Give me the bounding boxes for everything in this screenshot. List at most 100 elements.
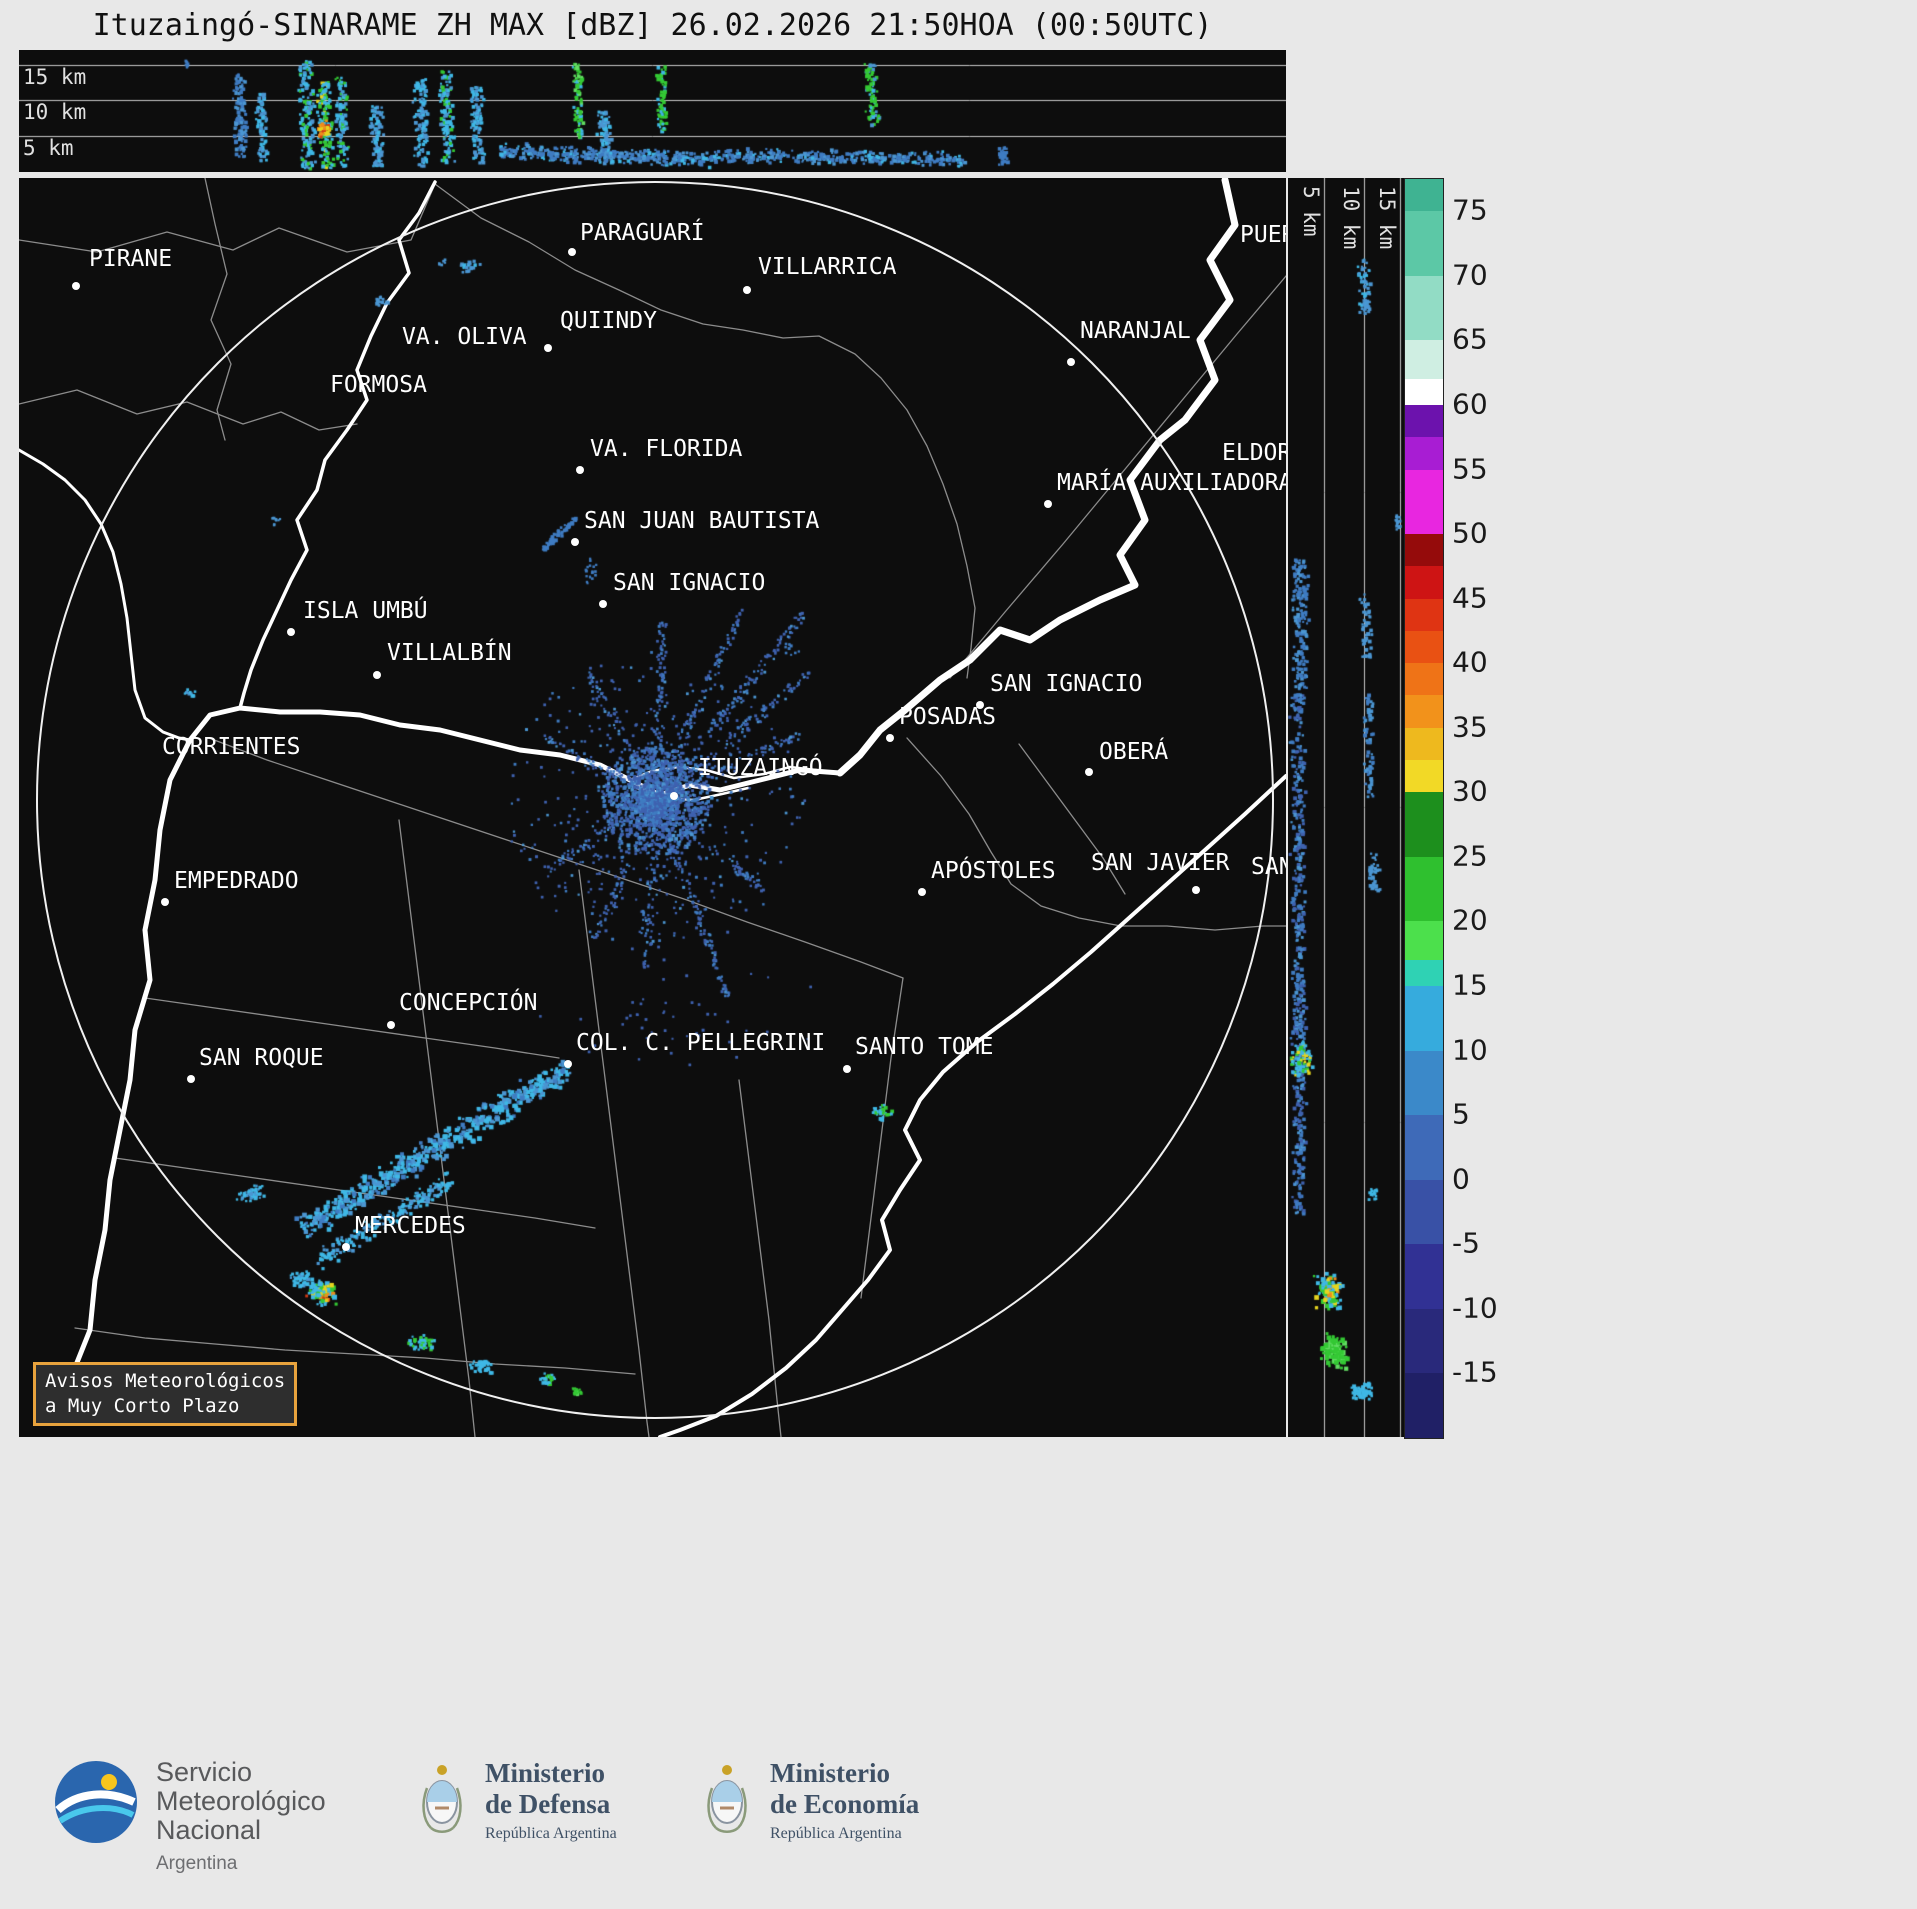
economia-line-1: Ministerio xyxy=(770,1758,890,1788)
city-dot xyxy=(544,344,552,352)
smn-logo xyxy=(55,1761,137,1843)
city-dot xyxy=(342,1243,350,1251)
alert-line-1: Avisos Meteorológicos xyxy=(45,1370,286,1392)
colorbar-tick: 10 xyxy=(1452,1033,1488,1067)
colorbar-tick: -10 xyxy=(1452,1291,1498,1325)
smn-line-3: Nacional xyxy=(156,1815,262,1845)
colorbar-segment xyxy=(1405,534,1443,567)
colorbar-segment xyxy=(1405,960,1443,986)
page-title: Ituzaingó-SINARAME ZH MAX [dBZ] 26.02.20… xyxy=(92,8,1213,43)
city-label: ISLA UMBÚ xyxy=(303,596,428,624)
city-label: VILLALBÍN xyxy=(387,638,512,666)
argentina-coat-of-arms-icon xyxy=(707,1765,747,1833)
altitude-label: 15 km xyxy=(23,65,86,89)
colorbar-segment xyxy=(1405,598,1443,631)
city-label: SAN IGNACIO xyxy=(990,671,1142,697)
colorbar-tick: 60 xyxy=(1452,387,1488,421)
radar-map: PIRANE PARAGUARÍ VILLARRICA QUIINDY VA. OLIV… xyxy=(19,178,1286,1437)
colorbar-tick: 25 xyxy=(1452,839,1488,873)
city-label: VA. OLIVA xyxy=(402,324,527,350)
city-dot xyxy=(670,792,678,800)
colorbar-tick: -5 xyxy=(1452,1226,1480,1260)
colorbar-segment xyxy=(1405,379,1443,405)
city-dot xyxy=(1085,768,1093,776)
colorbar-segment xyxy=(1405,695,1443,728)
colorbar-tick: -15 xyxy=(1452,1355,1498,1389)
colorbar-segment xyxy=(1405,1308,1443,1374)
colorbar-segment xyxy=(1405,211,1443,276)
city-dot xyxy=(976,701,984,709)
defensa-sub: República Argentina xyxy=(485,1825,617,1842)
ministerio-defensa-block: Ministerio de Defensa República Argentin… xyxy=(415,1758,617,1843)
colorbar-tick: 0 xyxy=(1452,1162,1470,1196)
city-label: ELDORADO xyxy=(1222,440,1286,466)
colorbar-segment xyxy=(1405,1244,1443,1309)
city-label: SAN xyxy=(1251,854,1286,880)
colorbar-segment xyxy=(1405,179,1443,212)
city-label: MERCEDES xyxy=(355,1213,466,1239)
colorbar-segment xyxy=(1405,986,1443,1051)
colorbar-segment xyxy=(1405,1050,1443,1116)
alert-box: Avisos Meteorológicos a Muy Corto Plazo xyxy=(33,1362,298,1426)
colorbar-segment xyxy=(1405,404,1443,438)
city-label: VA. FLORIDA xyxy=(590,436,742,462)
alert-line-2: a Muy Corto Plazo xyxy=(45,1395,240,1417)
colorbar-tick: 70 xyxy=(1452,258,1488,292)
smn-logo-block: Servicio Meteorológico Nacional Argentin… xyxy=(52,1758,326,1878)
colorbar-tick: 20 xyxy=(1452,903,1488,937)
altitude-label: 15 km xyxy=(1375,186,1399,249)
colorbar-segment xyxy=(1405,566,1443,599)
city-label: SAN ROQUE xyxy=(199,1045,324,1071)
smn-country: Argentina xyxy=(156,1853,238,1874)
colorbar-segment xyxy=(1405,437,1443,470)
city-label: PUERTO xyxy=(1240,222,1286,248)
colorbar-tick: 15 xyxy=(1452,968,1488,1002)
defensa-line-2: de Defensa xyxy=(485,1789,611,1819)
city-dot xyxy=(886,734,894,742)
city-label: SAN JAVIER xyxy=(1091,850,1230,876)
map-echo-canvas xyxy=(19,178,1286,1437)
right-cross-section-labels: 5 km 10 km 15 km xyxy=(1299,186,1399,249)
city-dot xyxy=(743,286,751,294)
city-dot xyxy=(599,600,607,608)
city-dot xyxy=(187,1075,195,1083)
city-label: MARÍA AUXILIADORA xyxy=(1057,468,1286,496)
city-label: PIRANE xyxy=(89,246,172,272)
top-cross-section-canvas xyxy=(19,50,1286,172)
map-label-layer: PIRANE PARAGUARÍ VILLARRICA QUIINDY VA. OLIV… xyxy=(72,218,1286,1251)
colorbar-segment xyxy=(1405,1115,1443,1180)
city-label: CORRIENTES xyxy=(162,734,300,760)
economia-sub: República Argentina xyxy=(770,1825,902,1842)
city-dot xyxy=(1044,500,1052,508)
smn-line-1: Servicio xyxy=(156,1757,253,1787)
colorbar-segment xyxy=(1405,1373,1443,1438)
city-dot xyxy=(161,898,169,906)
city-dot xyxy=(373,671,381,679)
altitude-label: 5 km xyxy=(23,136,74,160)
colorbar-segment xyxy=(1405,760,1443,793)
colorbar-tick: 55 xyxy=(1452,452,1488,486)
top-cross-section-labels: 15 km 10 km 5 km xyxy=(23,65,86,160)
city-label: VILLARRICA xyxy=(758,254,897,280)
colorbar-tick: 40 xyxy=(1452,645,1488,679)
city-label: COL. C. PELLEGRINI xyxy=(576,1030,825,1056)
city-label: APÓSTOLES xyxy=(931,856,1056,884)
colorbar-tick: 65 xyxy=(1452,322,1488,356)
smn-line-2: Meteorológico xyxy=(156,1786,326,1816)
colorbar-segment xyxy=(1405,856,1443,922)
right-cross-section-canvas xyxy=(1288,178,1404,1437)
economia-line-2: de Economía xyxy=(770,1789,920,1819)
footer: Servicio Meteorológico Nacional Argentin… xyxy=(0,1720,1917,1909)
city-label: FORMOSA xyxy=(330,372,427,398)
city-label: OBERÁ xyxy=(1099,737,1168,765)
vertical-cross-section-right: 5 km 10 km 15 km xyxy=(1288,178,1404,1437)
ministerio-defensa-text: Ministerio de Defensa República Argentin… xyxy=(485,1758,617,1843)
city-label: SANTO TOMÉ xyxy=(855,1032,993,1060)
city-label: QUIINDY xyxy=(560,308,657,334)
colorbar xyxy=(1404,178,1444,1439)
altitude-label: 10 km xyxy=(23,100,86,124)
colorbar-tick: 5 xyxy=(1452,1097,1470,1131)
colorbar-segment xyxy=(1405,630,1443,664)
city-label: CONCEPCIÓN xyxy=(399,988,537,1016)
city-dot xyxy=(387,1021,395,1029)
